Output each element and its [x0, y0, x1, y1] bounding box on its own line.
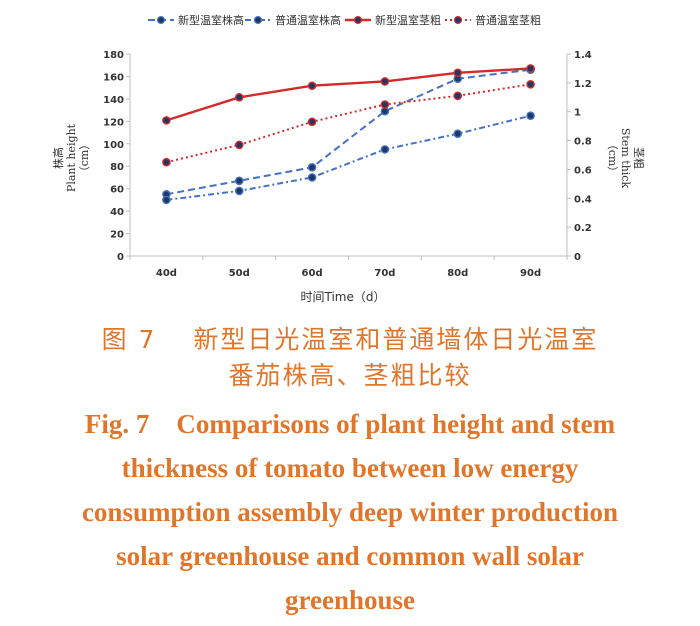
caption-en-line-5: greenhouse: [284, 585, 415, 615]
data-point-1: [453, 129, 463, 138]
legend-label-1: 普通温室株高: [275, 13, 341, 27]
y-axis-right-title-line: Stem thick: [619, 128, 632, 189]
y-left-tick-label: 80: [110, 162, 124, 173]
data-point-0: [307, 163, 317, 172]
data-point-3: [162, 157, 171, 167]
data-point-1: [234, 186, 244, 196]
legend-label-2: 新型温室茎粗: [375, 13, 441, 27]
y-left-tick-label: 60: [110, 185, 124, 196]
x-tick-label: 40d: [156, 268, 177, 279]
y-left-tick-label: 100: [103, 140, 124, 151]
y-left-tick-label: 120: [103, 117, 124, 128]
data-point-2: [526, 64, 535, 73]
data-point-3: [526, 80, 535, 89]
chart-axes: 0 20 40 60 80 100 120 140 160 180 0 0.2 0.4 0.6 0.8 1 1.…: [51, 50, 645, 279]
figure-caption-cn: 图 7 新型日光温室和普通墙体日光温室 番茄株高、茎粗比较: [0, 322, 700, 394]
y-right-tick-label: 1.2: [574, 79, 592, 90]
data-point-1: [162, 195, 171, 205]
figure-caption-en: Fig. 7 Comparisons of plant height and s…: [0, 402, 700, 622]
caption-en-line-3: consumption assembly deep winter product…: [81, 497, 619, 527]
legend-marker-2: [353, 15, 363, 25]
data-point-3: [453, 91, 463, 101]
caption-en-line-4: solar greenhouse and common wall solar: [116, 541, 584, 571]
chart-series-group: [162, 64, 535, 205]
caption-cn-line-1: 图 7 新型日光温室和普通墙体日光温室: [101, 325, 599, 354]
x-tick-label: 90d: [520, 268, 541, 279]
legend-label-3: 普通温室茎粗: [475, 13, 541, 27]
x-tick-label: 60d: [302, 268, 323, 279]
x-tick-label: 70d: [374, 268, 395, 279]
data-point-2: [380, 77, 390, 86]
data-point-1: [307, 173, 317, 182]
caption-cn-line-2: 番茄株高、茎粗比较: [228, 361, 472, 390]
data-point-1: [526, 111, 535, 121]
data-point-3: [380, 100, 390, 109]
caption-en-line-1: Fig. 7 Comparisons of plant height and s…: [84, 409, 616, 439]
x-tick-label: 80d: [447, 268, 468, 279]
series-line-2: [166, 67, 531, 122]
y-axis-left-title-line: （cm）: [78, 139, 91, 178]
data-point-2: [234, 92, 244, 102]
y-right-tick-label: 0.4: [574, 194, 592, 205]
data-point-1: [380, 145, 390, 154]
chart-legend: 新型温室株高 普通温室株高 新型温室茎粗 普通温室茎粗: [148, 13, 541, 27]
y-right-tick-label: 0: [574, 252, 581, 263]
data-point-2: [453, 68, 463, 78]
y-right-tick-label: 1: [574, 108, 581, 119]
y-left-tick-label: 40: [110, 207, 124, 218]
y-left-tick-label: 180: [103, 50, 124, 61]
data-point-0: [234, 176, 244, 186]
legend-marker-1: [253, 15, 263, 25]
legend-label-0: 新型温室株高: [178, 13, 244, 27]
y-left-tick-label: 160: [103, 72, 124, 83]
series-line-0: [166, 68, 531, 196]
y-axis-left-title-line: 株高: [51, 147, 65, 169]
dual-axis-line-chart: 新型温室株高 普通温室株高 新型温室茎粗 普通温室茎粗 0 20 40 60 80 100 120…: [51, 13, 645, 304]
series-line-3: [166, 83, 531, 164]
y-axis-right-title-line: 茎粗: [632, 147, 645, 169]
x-axis-label: 时间Time（d）: [301, 290, 386, 304]
y-right-tick-label: 0.6: [574, 165, 592, 176]
y-right-tick-label: 1.4: [574, 50, 592, 61]
y-axis-right-title-line: （cm）: [606, 139, 619, 178]
caption-en-line-2: thickness of tomato between low energy: [121, 453, 579, 483]
y-left-tick-label: 0: [117, 252, 124, 263]
y-axis-left-title-line: Plant height: [65, 123, 78, 192]
y-right-tick-label: 0.8: [574, 137, 592, 148]
series-line-1: [166, 114, 531, 201]
legend-marker-3: [453, 15, 463, 25]
data-point-3: [234, 140, 244, 150]
data-point-2: [162, 116, 171, 125]
data-point-3: [307, 117, 317, 127]
y-right-tick-label: 0.2: [574, 223, 592, 234]
x-tick-label: 50d: [229, 268, 250, 279]
y-axis-left-title: 株高 Plant height （cm）: [51, 123, 91, 192]
y-left-tick-label: 20: [110, 230, 124, 241]
data-point-2: [307, 81, 317, 91]
y-left-tick-label: 140: [103, 95, 124, 106]
legend-marker-0: [156, 15, 166, 25]
